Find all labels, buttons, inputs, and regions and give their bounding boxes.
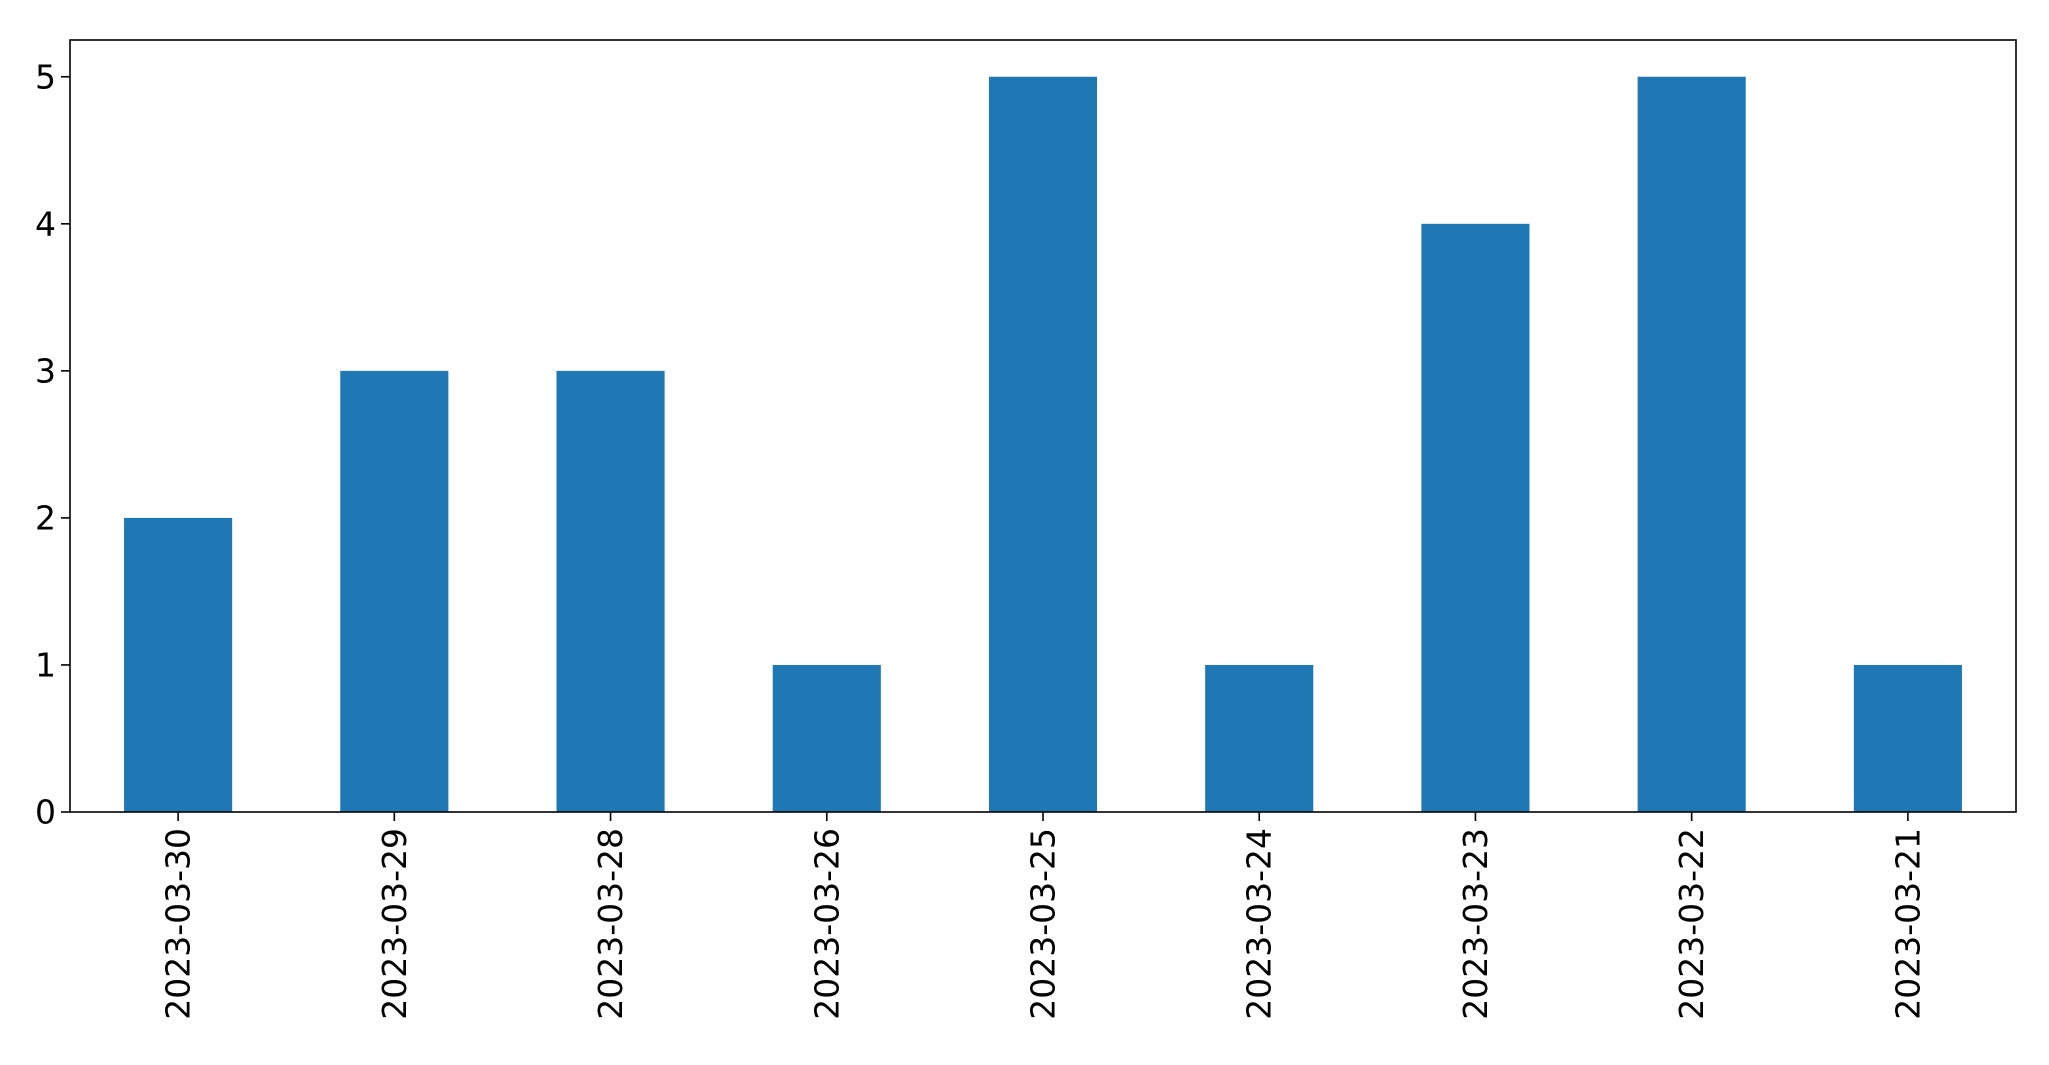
x-tick-label: 2023-03-28 (591, 828, 630, 1020)
x-tick-label: 2023-03-24 (1240, 828, 1279, 1020)
y-tick-label: 0 (35, 793, 56, 832)
x-tick-label: 2023-03-29 (375, 828, 414, 1020)
x-tick-label: 2023-03-26 (807, 828, 846, 1020)
bars-layer (124, 76, 1962, 813)
plot-area-frame (69, 39, 2017, 813)
bar-2023-03-24 (1205, 664, 1314, 812)
bar-2023-03-25 (988, 76, 1098, 812)
x-tick-label: 2023-03-30 (159, 828, 198, 1020)
x-tick-label: 2023-03-25 (1024, 828, 1063, 1020)
y-tick-label: 4 (35, 204, 56, 243)
x-tick-label: 2023-03-22 (1672, 828, 1711, 1020)
y-axis-ticks: 0 1 2 3 4 5 (35, 57, 70, 832)
bar-2023-03-26 (772, 664, 881, 812)
y-tick-label: 5 (35, 57, 56, 96)
y-tick-label: 1 (35, 645, 56, 684)
y-tick-label: 3 (35, 351, 56, 390)
x-tick-label: 2023-03-23 (1456, 828, 1495, 1020)
bar-2023-03-21 (1853, 664, 1962, 812)
bar-2023-03-30 (124, 517, 233, 812)
y-tick-label: 2 (35, 498, 56, 537)
x-axis-ticks: 2023-03-30 2023-03-29 2023-03-28 2023-03-26… (159, 812, 1927, 1020)
bar-2023-03-22 (1637, 76, 1746, 812)
bar-2023-03-28 (556, 370, 665, 812)
bar-2023-03-29 (340, 370, 449, 812)
x-tick-label: 2023-03-21 (1888, 828, 1927, 1020)
bar-2023-03-23 (1421, 223, 1530, 813)
